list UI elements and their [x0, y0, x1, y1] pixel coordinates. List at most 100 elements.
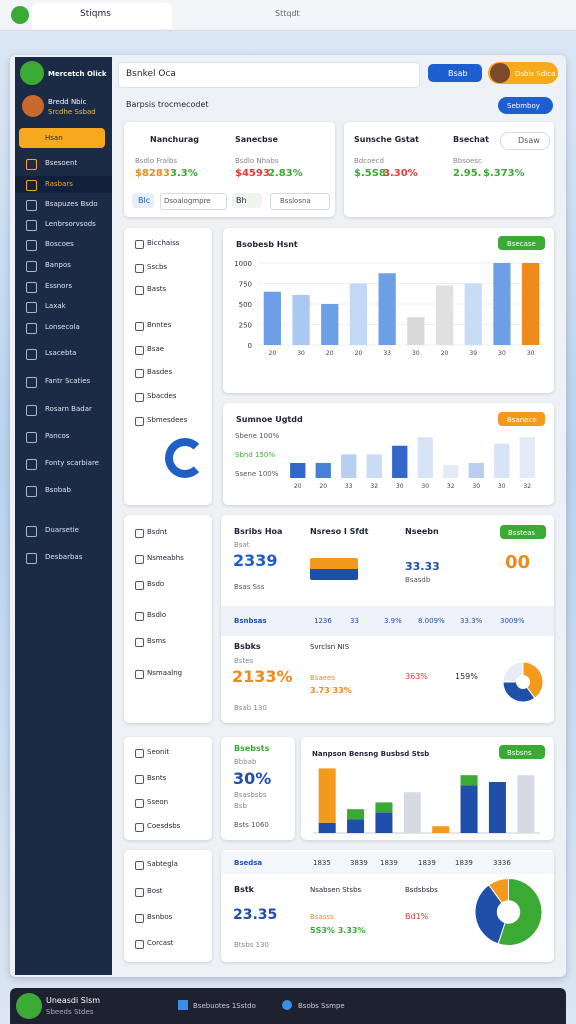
nav-item[interactable]: Hsan	[45, 134, 63, 142]
nav-icon	[26, 323, 37, 334]
row-label: Ssene 100%	[235, 470, 279, 478]
badge	[499, 745, 545, 759]
label: Nsabsen Stsbs	[310, 886, 362, 894]
stat: $8283	[135, 168, 170, 179]
nav-item[interactable]: Bsesoent	[45, 159, 78, 167]
nav-item[interactable]: Bsapuzes Bsdo	[45, 200, 98, 208]
table-cell: Bsedsa	[234, 859, 263, 867]
list-item[interactable]: Seonit	[147, 748, 170, 756]
label: Bsat	[234, 541, 250, 549]
search-pill[interactable]	[500, 132, 550, 150]
taskbar-item[interactable]: Bsobs Ssmpe	[298, 1002, 345, 1010]
table-cell: 8.009%	[418, 617, 445, 625]
y-tick-label: 750	[239, 281, 252, 289]
search-field[interactable]: Bsnkel Oca	[126, 69, 176, 79]
nav-item[interactable]: Banpos	[45, 261, 71, 269]
tab	[32, 3, 172, 29]
badge: Bsanece	[507, 416, 537, 424]
nav-icon	[26, 459, 37, 470]
address-bar[interactable]: Sttqdt	[275, 9, 300, 18]
pie-hole	[496, 900, 521, 924]
list-item[interactable]: Bsdnt	[147, 528, 168, 536]
bar	[341, 454, 357, 478]
x-tick-label: 33	[345, 483, 353, 490]
label: Sanecbse	[235, 135, 278, 144]
list-item[interactable]: Sbmesdees	[147, 416, 188, 424]
list-item[interactable]: Bsnts	[147, 774, 167, 782]
bar-segment	[375, 812, 393, 833]
nav-item[interactable]: Boscoes	[45, 240, 74, 248]
bar	[522, 263, 540, 345]
table-cell: 3839	[350, 859, 368, 867]
list-item[interactable]: Basdes	[147, 368, 173, 376]
label: Bsdlo Fralbs	[135, 157, 178, 165]
select[interactable]	[270, 193, 330, 210]
list-icon	[135, 612, 144, 621]
list-item[interactable]: Bsms	[147, 637, 166, 645]
nav-item[interactable]: Fonty scarbiare	[45, 459, 99, 467]
card	[344, 122, 554, 217]
list-item[interactable]: Bsdo	[147, 580, 165, 588]
list-item[interactable]: Sabtegla	[147, 860, 178, 868]
y-tick-label: 500	[239, 301, 252, 309]
nav-item[interactable]: Desbarbas	[45, 553, 83, 561]
tab-title[interactable]: Stiqms	[80, 9, 111, 19]
bar-segment	[347, 809, 365, 820]
nav-item[interactable]: Rosarn Badar	[45, 405, 92, 413]
list-item[interactable]: Bicchaiss	[147, 239, 180, 247]
bar	[407, 317, 425, 345]
badge: Bssteas	[508, 529, 536, 537]
bar-segment	[375, 802, 393, 813]
list-item[interactable]: Bsdlo	[147, 611, 167, 619]
x-tick-label: 39	[469, 350, 477, 357]
list-item[interactable]: Bsnbos	[147, 913, 173, 921]
nav-item[interactable]: Lsacebta	[45, 349, 77, 357]
action-button: Bsab	[448, 69, 468, 78]
x-tick-label: 30	[396, 483, 404, 490]
list-icon	[135, 799, 144, 808]
nav-item[interactable]: Bsobab	[45, 486, 71, 494]
list-item[interactable]: Corcast	[147, 939, 174, 947]
list-item[interactable]: Nsmaalng	[147, 669, 183, 677]
chart-title: Sumnoe Ugtdd	[236, 415, 303, 424]
label: Bbbab	[234, 758, 257, 766]
nav-item[interactable]: Laxak	[45, 302, 66, 310]
list-item[interactable]: Sseon	[147, 798, 169, 806]
nav-item[interactable]: Duarsetie	[45, 526, 79, 534]
nav-item[interactable]: Lonsecola	[45, 323, 80, 331]
list-item[interactable]: Coesdsbs	[147, 822, 181, 830]
pie-slice	[474, 884, 510, 945]
nav-item[interactable]: Pancos	[45, 432, 70, 440]
nav-item[interactable]: Essnors	[45, 282, 72, 290]
list-item[interactable]: Bnntes	[147, 321, 172, 329]
x-tick-label: 20	[355, 350, 363, 357]
label: Bsribs Hoa	[234, 527, 283, 536]
taskbar-item[interactable]: Bsebuotes 1Sstdo	[193, 1002, 256, 1010]
nav-item[interactable]: Rasbars	[45, 180, 73, 188]
nav-item[interactable]: Lenbrsorvsods	[45, 220, 96, 228]
select[interactable]	[160, 193, 227, 210]
bar	[494, 443, 510, 478]
list-item[interactable]: Bsae	[147, 345, 165, 353]
stat: 5S3% 3.33%	[310, 926, 366, 935]
list-item[interactable]: Bost	[147, 887, 163, 895]
list-item[interactable]: Sbacdes	[147, 392, 177, 400]
label: Sunsche Gstat	[354, 135, 419, 144]
row-label: Sbnd 150%	[235, 451, 276, 459]
stat: 00	[505, 552, 531, 573]
card	[124, 122, 335, 217]
badge: Bsecase	[507, 240, 536, 248]
list-item[interactable]: Nsmeabhs	[147, 554, 184, 562]
table-cell: 3.9%	[384, 617, 402, 625]
list-item[interactable]: Sscbs	[147, 263, 168, 271]
nav-item[interactable]: Fantr Scaties	[45, 377, 91, 385]
search: Dsaw	[518, 136, 540, 145]
list-item[interactable]: Basts	[147, 285, 167, 293]
table-head	[221, 606, 554, 636]
action-btn[interactable]	[428, 64, 482, 82]
x-tick-label: 20	[294, 483, 302, 490]
filter-btn[interactable]	[498, 97, 553, 114]
stat: $.373%	[483, 168, 525, 179]
brand-logo	[20, 61, 44, 85]
